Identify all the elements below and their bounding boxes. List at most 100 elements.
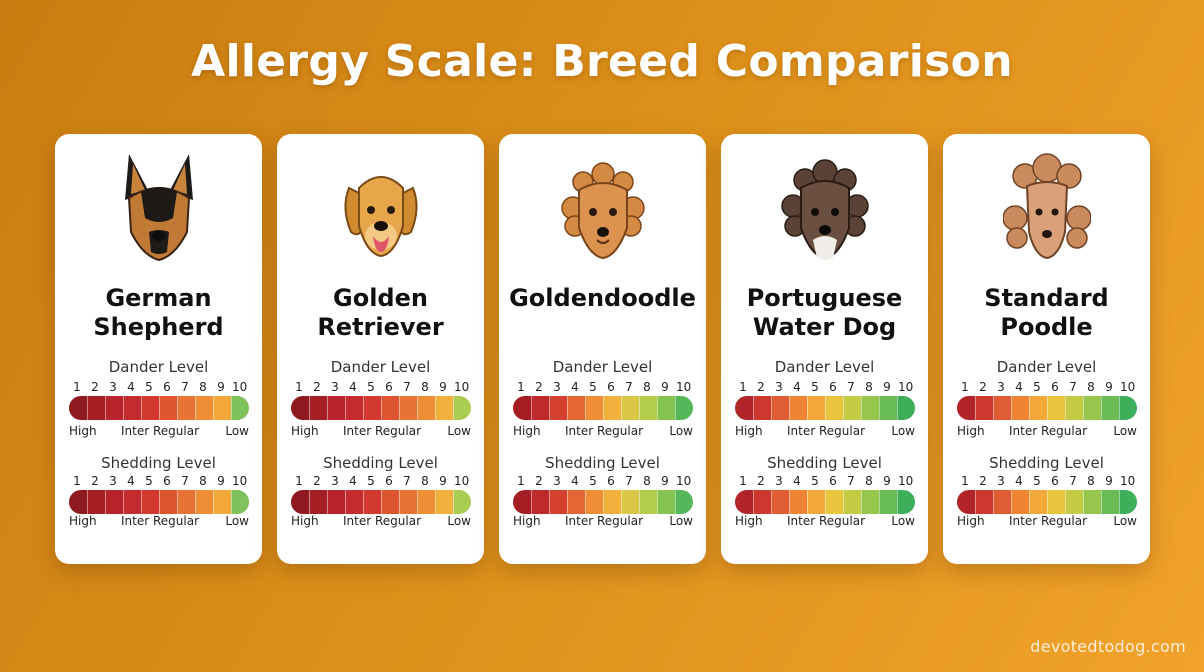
scale-number: 3 [775, 474, 783, 488]
scale-number: 9 [1105, 380, 1113, 394]
scale-number: 3 [109, 474, 117, 488]
breed-name-line-2: Poodle [1000, 313, 1093, 341]
dander-bar-segment [771, 396, 789, 420]
scale-number: 10 [898, 474, 914, 488]
scale-number: 8 [643, 380, 651, 394]
dander-bar-segment [531, 396, 549, 420]
scale-number: 10 [898, 380, 914, 394]
scale-number: 1 [295, 474, 303, 488]
high-label: High [69, 424, 97, 438]
dander-bar-segment [123, 396, 141, 420]
dander-bar-segment [1029, 396, 1047, 420]
scale-number: 4 [1015, 380, 1023, 394]
scale-number: 6 [829, 474, 837, 488]
scale-number: 4 [571, 380, 579, 394]
scale-number: 4 [127, 474, 135, 488]
scale-number: 10 [454, 474, 470, 488]
high-label: High [957, 514, 985, 528]
scale-number: 7 [625, 380, 633, 394]
breed-card-goldendoodle: Goldendoodle Dander Level 1 2 3 4 5 6 7 8 9 10 Hi… [499, 134, 706, 564]
scale-ends: High Inter Regular Low [513, 424, 693, 440]
dander-bar-segment [975, 396, 993, 420]
dander-bar-segment [735, 396, 753, 420]
shedding-bar-segment [789, 490, 807, 514]
scale-number: 1 [739, 380, 747, 394]
dander-bar-segment [825, 396, 843, 420]
scale-number: 5 [145, 474, 153, 488]
dander-bar-segment [657, 396, 675, 420]
scale-number: 4 [793, 474, 801, 488]
scale-number: 1 [739, 474, 747, 488]
scale-number: 1 [73, 380, 81, 394]
scale-number: 1 [961, 380, 969, 394]
low-label: Low [447, 424, 471, 438]
shedding-bar-segment [1029, 490, 1047, 514]
scale-number: 10 [232, 474, 248, 488]
low-label: Low [891, 424, 915, 438]
scale-number: 1 [961, 474, 969, 488]
scale-number: 7 [625, 474, 633, 488]
scale-number: 6 [385, 474, 393, 488]
scale-number: 6 [1051, 380, 1059, 394]
shedding-level-label: Shedding Level [101, 454, 216, 472]
scale-number: 3 [331, 380, 339, 394]
shedding-bar-segment [861, 490, 879, 514]
scale-number: 2 [757, 474, 765, 488]
scale-numbers: 1 2 3 4 5 6 7 8 9 10 [512, 380, 692, 394]
high-label: High [957, 424, 985, 438]
shedding-level-label: Shedding Level [767, 454, 882, 472]
inter-regular-label: Inter Regular [121, 514, 200, 528]
scale-ends: High Inter Regular Low [291, 514, 471, 530]
scale-number: 5 [145, 380, 153, 394]
shedding-bar-segment [159, 490, 177, 514]
shedding-bar-segment [381, 490, 399, 514]
inter-regular-label: Inter Regular [565, 514, 644, 528]
inter-regular-label: Inter Regular [787, 424, 866, 438]
scale-number: 8 [1087, 474, 1095, 488]
high-label: High [513, 424, 541, 438]
scale-number: 3 [109, 380, 117, 394]
scale-ends: High Inter Regular Low [735, 424, 915, 440]
low-label: Low [225, 424, 249, 438]
dander-bar-segment [363, 396, 381, 420]
shedding-bar [69, 490, 249, 514]
scale-numbers: 1 2 3 4 5 6 7 8 9 10 [956, 380, 1136, 394]
scale-ends: High Inter Regular Low [291, 424, 471, 440]
watermark: devotedtodog.com [1030, 637, 1186, 656]
dander-bar-segment [675, 396, 693, 420]
scale-number: 5 [589, 380, 597, 394]
shedding-bar-segment [513, 490, 531, 514]
scale-number: 1 [73, 474, 81, 488]
shedding-bar-segment [87, 490, 105, 514]
scale-numbers: 1 2 3 4 5 6 7 8 9 10 [290, 474, 470, 488]
scale-number: 4 [1015, 474, 1023, 488]
breed-name: Standard Poodle [943, 284, 1150, 342]
shedding-bar-segment [1011, 490, 1029, 514]
shedding-bar-segment [327, 490, 345, 514]
dander-bar-segment [87, 396, 105, 420]
scale-number: 9 [439, 380, 447, 394]
scale-number: 6 [163, 380, 171, 394]
scale-number: 8 [865, 474, 873, 488]
scale-number: 1 [295, 380, 303, 394]
shedding-bar-segment [675, 490, 693, 514]
scale-number: 2 [979, 380, 987, 394]
dander-level-label: Dander Level [552, 358, 653, 376]
breed-name: Portuguese Water Dog [721, 284, 928, 342]
dander-bar-segment [435, 396, 453, 420]
scale-number: 5 [367, 380, 375, 394]
scale-ends: High Inter Regular Low [957, 424, 1137, 440]
shedding-bar-segment [1047, 490, 1065, 514]
german-shepherd-icon [115, 148, 203, 268]
shedding-bar-segment [177, 490, 195, 514]
scale-number: 3 [553, 474, 561, 488]
shedding-bar-segment [753, 490, 771, 514]
shedding-bar-segment [453, 490, 471, 514]
scale-numbers: 1 2 3 4 5 6 7 8 9 10 [956, 474, 1136, 488]
high-label: High [735, 424, 763, 438]
dander-bar-segment [879, 396, 897, 420]
breed-card-standard-poodle: Standard Poodle Dander Level 1 2 3 4 5 6 7 8 9 10… [943, 134, 1150, 564]
dander-bar-segment [861, 396, 879, 420]
scale-number: 10 [676, 380, 692, 394]
